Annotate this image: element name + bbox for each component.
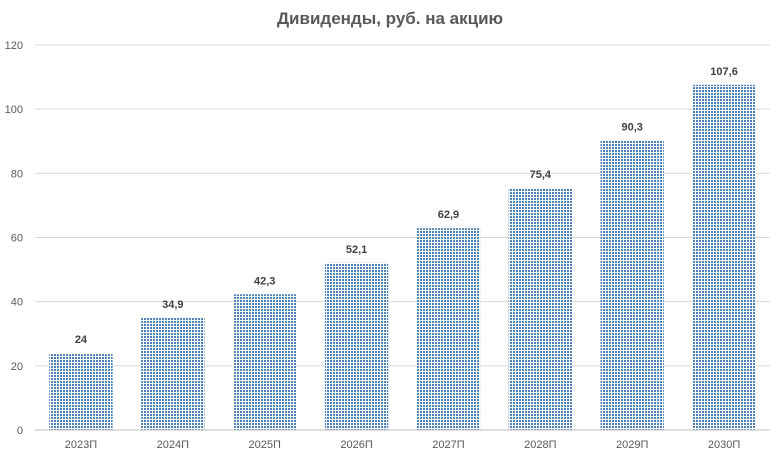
y-tick-label: 0 [17, 425, 23, 437]
bar [141, 318, 205, 430]
y-tick-label: 80 [11, 168, 23, 180]
bar [232, 294, 297, 430]
bar [600, 140, 664, 430]
x-tick-label: 2030П [708, 439, 740, 451]
data-label: 24 [75, 334, 88, 346]
x-tick-label: 2026П [340, 439, 372, 451]
y-tick-label: 60 [11, 233, 23, 245]
x-tick-label: 2024П [157, 439, 189, 451]
x-axis: 2023П 2024П 2025П 2026П 2027П 2028П 2029П 2030П [35, 429, 770, 451]
data-label: 34,9 [162, 299, 183, 311]
y-tick-label: 120 [5, 40, 23, 52]
x-tick-label: 2029П [616, 439, 648, 451]
x-tick-label: 2028П [524, 439, 556, 451]
bar [324, 262, 389, 430]
x-tick-label: 2023П [65, 439, 97, 451]
bar [49, 353, 113, 430]
data-label: 75,4 [530, 169, 552, 181]
bar [416, 228, 481, 430]
y-axis: 0 20 40 60 80 100 120 [5, 40, 23, 437]
bars [49, 84, 756, 431]
data-label: 42,3 [254, 275, 275, 287]
y-tick-label: 20 [11, 361, 23, 373]
data-label: 90,3 [621, 121, 642, 133]
data-labels: 24 34,9 42,3 52,1 62,9 75,4 90,3 107,6 [75, 66, 738, 346]
chart-title: Дивиденды, руб. на акцию [277, 9, 503, 28]
bar [692, 84, 756, 431]
x-tick-label: 2027П [432, 439, 464, 451]
y-tick-label: 40 [11, 297, 23, 309]
data-label: 62,9 [438, 209, 459, 221]
x-tick-label: 2025П [248, 439, 280, 451]
bar [508, 188, 573, 430]
data-label: 107,6 [710, 66, 738, 78]
data-label: 52,1 [346, 244, 367, 256]
y-tick-label: 100 [5, 104, 23, 116]
